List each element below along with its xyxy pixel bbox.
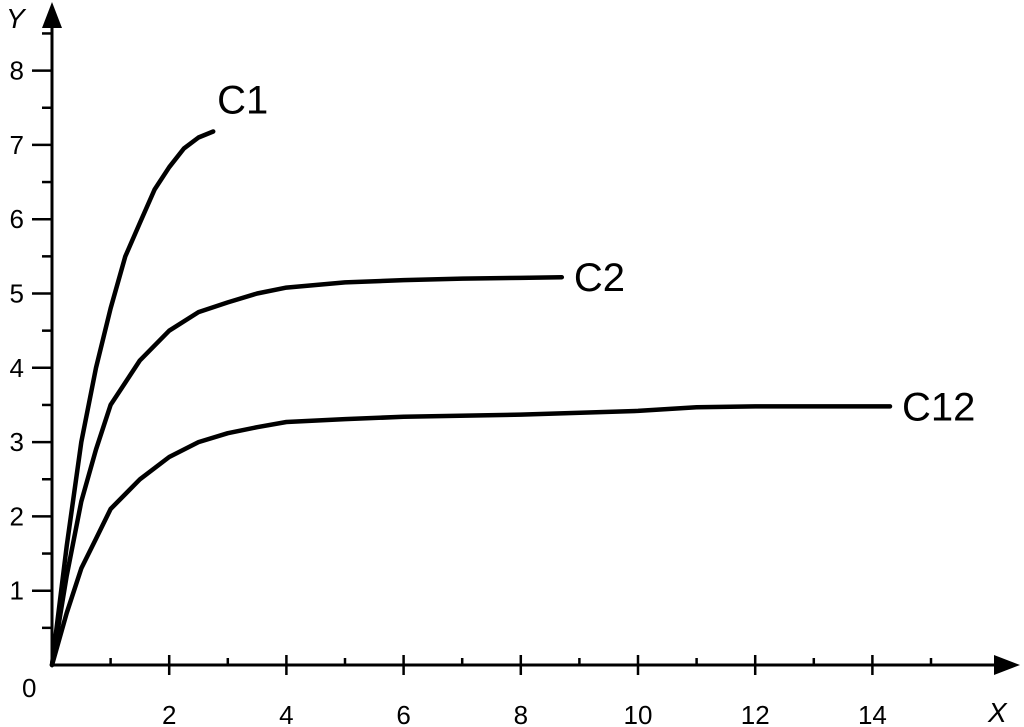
series-label-c2: C2 — [574, 256, 625, 300]
y-tick-label: 2 — [10, 501, 24, 531]
x-tick-label: 2 — [162, 700, 176, 727]
y-tick-label: 7 — [10, 130, 24, 160]
axes: 0 X Y — [6, 2, 1020, 727]
y-tick-label: 8 — [10, 56, 24, 86]
series-line-c1 — [49, 129, 216, 668]
y-tick-label: 1 — [10, 576, 24, 606]
x-tick-label: 14 — [858, 700, 887, 727]
series-line-c2 — [49, 274, 565, 668]
y-tick-label: 3 — [10, 427, 24, 457]
series-label-c1: C1 — [217, 79, 268, 123]
series-line-c12 — [49, 404, 893, 668]
series-label-c12: C12 — [902, 385, 975, 429]
x-axis-arrow — [994, 655, 1020, 675]
origin-label: 0 — [22, 673, 36, 703]
x-tick-label: 4 — [279, 700, 293, 727]
y-axis-label: Y — [6, 3, 27, 34]
y-axis-arrow — [42, 2, 62, 28]
y-tick-label: 6 — [10, 204, 24, 234]
series-labels: C1 C2 C12 — [217, 79, 975, 430]
x-tick-label: 12 — [741, 700, 770, 727]
y-tick-label: 5 — [10, 279, 24, 309]
x-tick-label: 6 — [396, 700, 410, 727]
curves — [49, 129, 893, 668]
y-tick-label: 4 — [10, 353, 24, 383]
x-axis-label: X — [987, 697, 1008, 727]
x-tick-label: 10 — [624, 700, 653, 727]
x-tick-label: 8 — [514, 700, 528, 727]
ticks — [32, 32, 933, 675]
